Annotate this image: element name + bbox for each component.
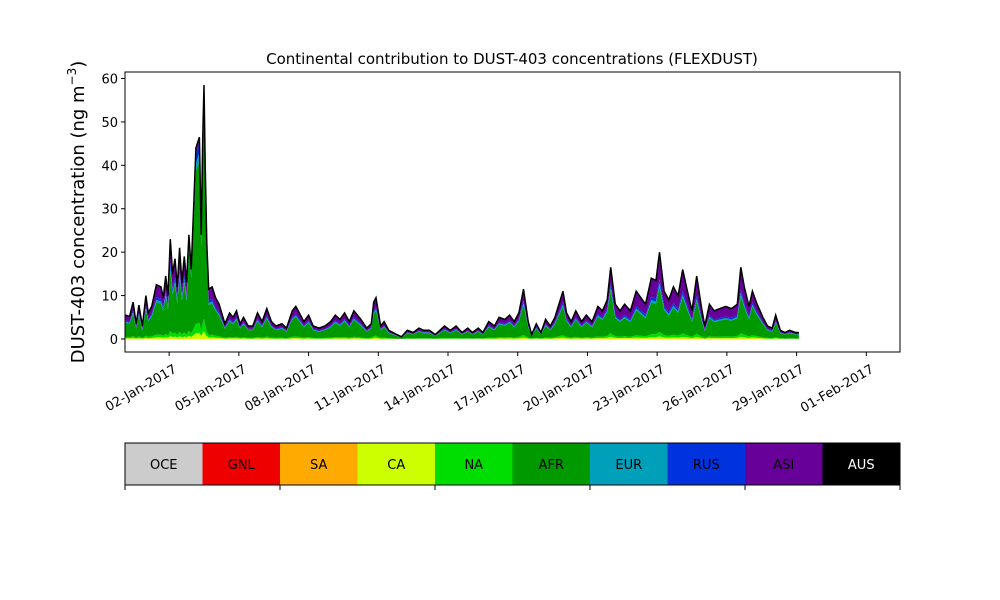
area-afr bbox=[125, 115, 799, 339]
x-tick-label: 01-Feb-2017 bbox=[798, 362, 877, 416]
colorbar-segment-na bbox=[435, 443, 513, 485]
area-na bbox=[125, 318, 799, 339]
colorbar-label-na: NA bbox=[464, 458, 483, 473]
y-tick-label: 10 bbox=[101, 290, 118, 305]
colorbar-label-ca: CA bbox=[387, 458, 405, 473]
y-tick-label: 20 bbox=[101, 246, 118, 261]
colorbar-label-asi: ASI bbox=[773, 458, 794, 473]
y-tick-label: 60 bbox=[101, 73, 118, 88]
x-tick-label: 08-Jan-2017 bbox=[242, 362, 319, 415]
y-axis-label: DUST-403 concentration (ng m−3) bbox=[65, 61, 89, 364]
colorbar-segment-afr bbox=[512, 443, 591, 485]
x-tick-label: 20-Jan-2017 bbox=[521, 362, 598, 415]
x-tick-label: 23-Jan-2017 bbox=[591, 362, 668, 415]
y-tick-label: 50 bbox=[101, 116, 118, 131]
x-axis: 02-Jan-201705-Jan-201708-Jan-201711-Jan-… bbox=[103, 352, 877, 416]
colorbar-segment-eur bbox=[590, 443, 668, 485]
colorbar-segment-oce bbox=[125, 443, 203, 485]
plot-area bbox=[125, 84, 799, 339]
y-tick-label: 0 bbox=[110, 333, 118, 348]
x-tick-label: 26-Jan-2017 bbox=[661, 362, 738, 415]
colorbar-label-sa: SA bbox=[310, 458, 327, 473]
x-tick-label: 11-Jan-2017 bbox=[312, 362, 389, 415]
colorbar-frame bbox=[124, 442, 901, 486]
chart-title: Continental contribution to DUST-403 con… bbox=[266, 50, 758, 68]
colorbar-segment-sa bbox=[280, 443, 358, 485]
x-tick-label: 17-Jan-2017 bbox=[452, 362, 529, 415]
area-asi bbox=[125, 85, 799, 338]
colorbar-label-eur: EUR bbox=[615, 458, 642, 473]
colorbar-segment-rus bbox=[667, 443, 746, 485]
x-tick-label: 02-Jan-2017 bbox=[103, 362, 180, 415]
y-axis: 0 10 20 30 40 50 60 bbox=[101, 73, 125, 348]
colorbar-segment-asi bbox=[745, 443, 823, 485]
y-tick-label: 30 bbox=[101, 203, 118, 218]
total-line bbox=[125, 84, 799, 338]
x-tick-label: 29-Jan-2017 bbox=[730, 362, 807, 415]
y-tick-label: 40 bbox=[101, 159, 118, 174]
plot-frame bbox=[124, 71, 901, 353]
x-tick-label: 05-Jan-2017 bbox=[173, 362, 250, 415]
colorbar-segment-gnl bbox=[202, 443, 281, 485]
x-tick-label: 14-Jan-2017 bbox=[382, 362, 459, 415]
colorbar-label-aus: AUS bbox=[848, 458, 875, 473]
colorbar-label-rus: RUS bbox=[693, 458, 720, 473]
colorbar-segment-aus bbox=[822, 443, 901, 485]
y-axis-label-close: ) bbox=[68, 61, 89, 68]
colorbar-label-oce: OCE bbox=[150, 458, 178, 473]
y-axis-label-main: DUST-403 concentration (ng m bbox=[68, 85, 89, 363]
area-ca bbox=[125, 331, 799, 339]
continent-colorbar: OCE GNL SA CA NA AFR EUR RUS ASI AUS bbox=[124, 442, 901, 490]
y-axis-label-superscript: −3 bbox=[65, 68, 79, 86]
colorbar-label-gnl: GNL bbox=[228, 458, 256, 473]
colorbar-segment-ca bbox=[357, 443, 436, 485]
colorbar-label-afr: AFR bbox=[539, 458, 564, 473]
